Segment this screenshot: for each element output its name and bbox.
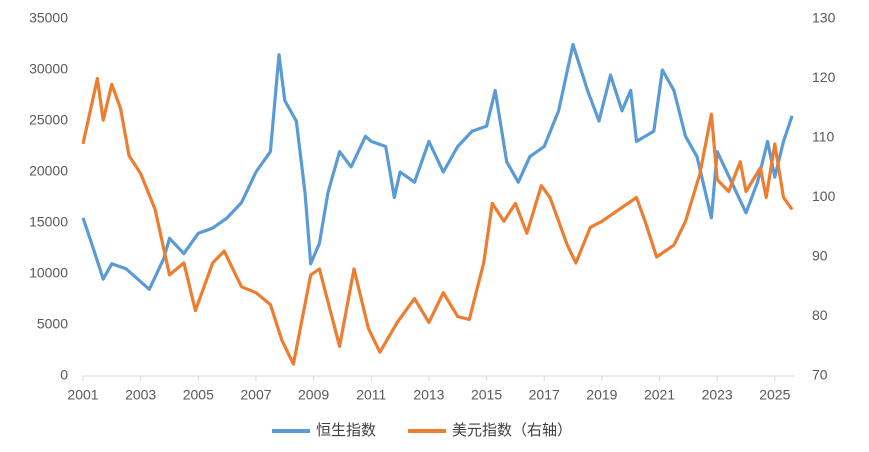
y2-tick-label: 80 — [812, 307, 828, 323]
y2-tick-label: 110 — [812, 129, 835, 145]
x-tick-label: 2009 — [298, 387, 329, 403]
legend-label: 恒生指数 — [316, 422, 376, 439]
y-tick-label: 0 — [60, 367, 68, 383]
x-tick-label: 2001 — [67, 387, 98, 403]
x-tick-label: 2013 — [413, 387, 444, 403]
x-tick-label: 2019 — [586, 387, 617, 403]
y-tick-label: 35000 — [29, 10, 68, 26]
x-tick-label: 2005 — [183, 387, 214, 403]
x-tick-label: 2025 — [759, 387, 790, 403]
x-tick-label: 2023 — [702, 387, 733, 403]
x-tick-label: 2003 — [125, 387, 156, 403]
x-tick-label: 2015 — [471, 387, 502, 403]
x-tick-label: 2021 — [644, 387, 675, 403]
y-tick-label: 15000 — [29, 214, 68, 230]
y2-tick-label: 70 — [812, 367, 828, 383]
y-tick-label: 30000 — [29, 61, 68, 77]
series-line — [81, 76, 794, 366]
y2-tick-label: 100 — [812, 188, 836, 204]
y-tick-label: 20000 — [29, 163, 68, 179]
y-tick-label: 25000 — [29, 112, 68, 128]
y2-tick-label: 90 — [812, 248, 828, 264]
y2-tick-label: 120 — [812, 69, 836, 85]
x-tick-label: 2007 — [240, 387, 271, 403]
y-tick-label: 10000 — [29, 265, 68, 281]
legend-label: 美元指数（右轴） — [452, 422, 572, 439]
y-tick-label: 5000 — [37, 316, 68, 332]
x-tick-label: 2011 — [356, 387, 386, 403]
x-tick-label: 2017 — [529, 387, 560, 403]
y2-tick-label: 130 — [812, 10, 836, 26]
series-line — [81, 42, 794, 291]
